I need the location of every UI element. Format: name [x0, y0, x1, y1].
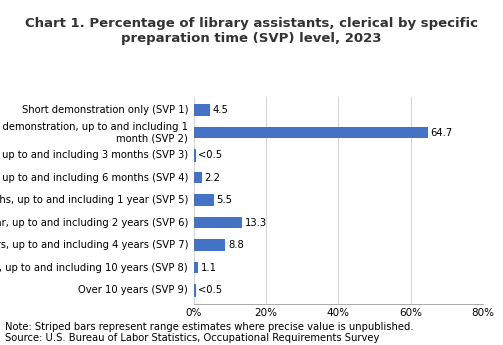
Bar — [194, 262, 198, 274]
Text: 13.3: 13.3 — [244, 218, 267, 228]
Bar — [194, 104, 210, 116]
Bar — [194, 127, 428, 138]
Text: 1.1: 1.1 — [201, 263, 216, 273]
Text: 8.8: 8.8 — [228, 240, 244, 250]
Bar — [194, 149, 195, 161]
Text: 2.2: 2.2 — [205, 172, 220, 183]
Bar — [194, 194, 214, 206]
Bar — [194, 172, 202, 184]
Text: Note: Striped bars represent range estimates where precise value is unpublished.: Note: Striped bars represent range estim… — [5, 322, 413, 343]
Bar — [194, 284, 195, 296]
Bar — [194, 217, 242, 228]
Text: 5.5: 5.5 — [216, 195, 232, 205]
Text: <0.5: <0.5 — [198, 285, 222, 295]
Text: 64.7: 64.7 — [431, 128, 453, 138]
Text: Chart 1. Percentage of library assistants, clerical by specific
preparation time: Chart 1. Percentage of library assistant… — [25, 17, 478, 45]
Bar — [194, 239, 225, 251]
Text: <0.5: <0.5 — [198, 150, 222, 160]
Text: 4.5: 4.5 — [213, 105, 229, 115]
